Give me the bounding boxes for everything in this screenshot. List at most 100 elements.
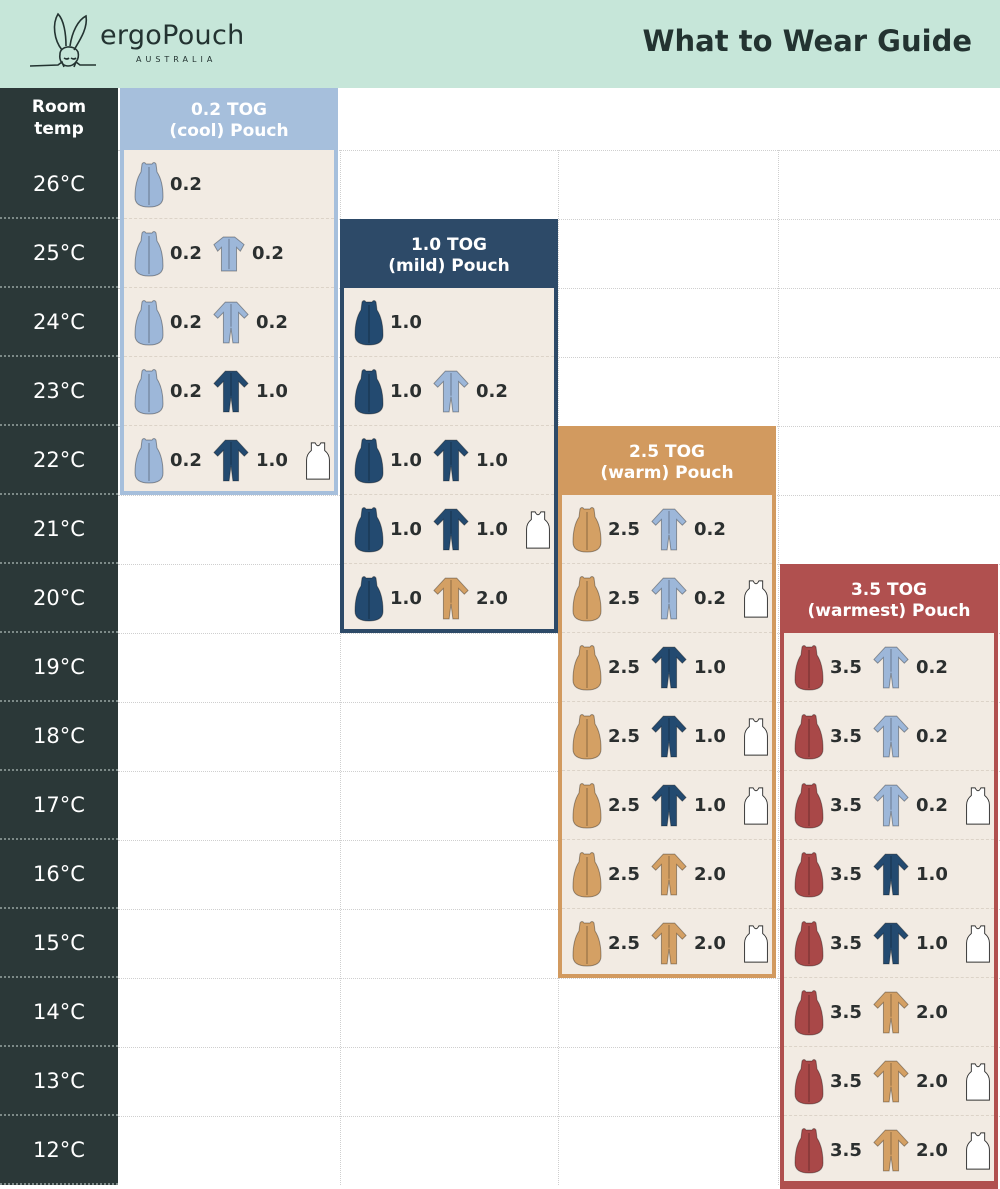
sleeping-bag-icon	[794, 644, 824, 691]
long-sleeve-suit-icon	[873, 1060, 909, 1102]
outfit-row: 1.0	[344, 288, 554, 357]
vest-icon	[744, 924, 768, 963]
vest-icon	[966, 786, 990, 825]
tog-value: 0.2	[476, 381, 508, 402]
outfit-item: 2.0	[872, 1047, 948, 1116]
sleeping-bag-icon	[794, 1127, 824, 1174]
tog-section-cool: 0.2 TOG (cool) Pouch 0.2 0.2 0.2 0.2 0.2 0.2 1.0…	[120, 88, 338, 495]
outfit-item: 1.0	[872, 840, 948, 909]
tog-value: 1.0	[694, 657, 726, 678]
tog-value: 1.0	[916, 864, 948, 885]
outfit-item: 1.0	[354, 288, 422, 357]
outfit-item: 3.5	[794, 1116, 862, 1185]
tog-value: 3.5	[830, 864, 862, 885]
outfit-item: 2.5	[572, 702, 640, 771]
outfit-row: 1.0 2.0	[344, 564, 554, 633]
tog-value: 0.2	[916, 795, 948, 816]
outfit-item: 0.2	[872, 702, 948, 771]
sleeping-bag-icon	[134, 161, 164, 208]
outfit-item: 1.0	[650, 633, 726, 702]
outfit-item: 0.2	[872, 633, 948, 702]
long-sleeve-suit-icon	[651, 508, 687, 550]
tog-section-mild: 1.0 TOG (mild) Pouch 1.0 1.0 0.2 1.0 1.0 1.0 1.0…	[340, 219, 558, 633]
brand-country: AUSTRALIA	[136, 55, 217, 64]
outfit-row: 2.5 0.2	[562, 495, 772, 564]
outfit-item: 0.2	[650, 495, 726, 564]
outfit-item: 2.0	[650, 840, 726, 909]
tog-value: 2.5	[608, 588, 640, 609]
sleeping-bag-icon	[572, 575, 602, 622]
grid-line	[118, 150, 1000, 151]
tog-value: 3.5	[830, 657, 862, 678]
section-title-line: (warmest) Pouch	[807, 600, 971, 621]
outfit-item: 0.2	[134, 357, 202, 426]
tog-value: 0.2	[694, 519, 726, 540]
sleeping-bag-icon	[354, 368, 384, 415]
outfit-row: 3.5 1.0	[784, 840, 994, 909]
long-sleeve-suit-icon	[873, 784, 909, 826]
outfit-item: 3.5	[794, 978, 862, 1047]
room-temp-heading: Room temp	[0, 96, 118, 140]
ergopouch-logo: ergoPouch AUSTRALIA	[28, 10, 258, 70]
sleeping-bag-icon	[354, 575, 384, 622]
temp-label: 23°C	[0, 357, 118, 426]
long-sleeve-suit-icon	[873, 853, 909, 895]
long-sleeve-suit-icon	[213, 301, 249, 343]
tog-value: 3.5	[830, 1002, 862, 1023]
vest-icon	[744, 579, 768, 618]
section-title-line: (cool) Pouch	[169, 121, 289, 141]
temp-label: 24°C	[0, 288, 118, 357]
outfit-item	[742, 564, 770, 633]
temp-label: 20°C	[0, 564, 118, 633]
sleeping-bag-icon	[354, 299, 384, 346]
long-sleeve-suit-icon	[651, 577, 687, 619]
outfit-row: 3.5 0.2	[784, 633, 994, 702]
room-temp-heading-line2: temp	[34, 119, 84, 139]
tog-value: 1.0	[390, 588, 422, 609]
tog-value: 0.2	[170, 174, 202, 195]
tog-value: 1.0	[476, 519, 508, 540]
temp-label: 22°C	[0, 426, 118, 495]
outfit-item: 2.5	[572, 495, 640, 564]
outfit-item	[742, 771, 770, 840]
outfit-item	[304, 426, 332, 495]
outfit-item: 0.2	[872, 771, 948, 840]
section-title: 1.0 TOG (mild) Pouch	[344, 223, 554, 288]
temp-label: 19°C	[0, 633, 118, 702]
tog-value: 1.0	[916, 933, 948, 954]
tog-value: 2.5	[608, 795, 640, 816]
outfit-item: 0.2	[212, 288, 288, 357]
outfit-item: 1.0	[650, 771, 726, 840]
sleeping-bag-icon	[794, 851, 824, 898]
grid-column-line	[778, 150, 779, 1185]
tog-value: 1.0	[390, 312, 422, 333]
sleeping-bag-icon	[354, 506, 384, 553]
long-sleeve-suit-icon	[651, 784, 687, 826]
tog-value: 3.5	[830, 726, 862, 747]
section-panel: 0.2 0.2 0.2 0.2 0.2 0.2 1.0 0.2 1.0	[124, 150, 334, 491]
tog-value: 3.5	[830, 795, 862, 816]
tog-value: 2.0	[694, 864, 726, 885]
tog-value: 2.5	[608, 933, 640, 954]
temp-label: 21°C	[0, 495, 118, 564]
outfit-item: 3.5	[794, 633, 862, 702]
tog-value: 1.0	[390, 450, 422, 471]
outfit-item: 3.5	[794, 1047, 862, 1116]
outfit-item: 3.5	[794, 771, 862, 840]
tog-value: 2.5	[608, 519, 640, 540]
outfit-item: 2.5	[572, 564, 640, 633]
kangaroo-logo-icon	[29, 12, 96, 68]
tog-value: 0.2	[916, 657, 948, 678]
outfit-item: 3.5	[794, 702, 862, 771]
long-sleeve-suit-icon	[873, 1129, 909, 1171]
temp-label: 13°C	[0, 1047, 118, 1116]
grid-line	[118, 1047, 1000, 1048]
outfit-item: 0.2	[134, 426, 202, 495]
long-sleeve-suit-icon	[873, 715, 909, 757]
vest-icon	[966, 1131, 990, 1170]
outfit-item: 1.0	[354, 426, 422, 495]
outfit-row: 3.5 0.2	[784, 702, 994, 771]
sleeping-bag-icon	[572, 506, 602, 553]
tog-value: 1.0	[694, 795, 726, 816]
outfit-row: 3.5 2.0	[784, 978, 994, 1047]
